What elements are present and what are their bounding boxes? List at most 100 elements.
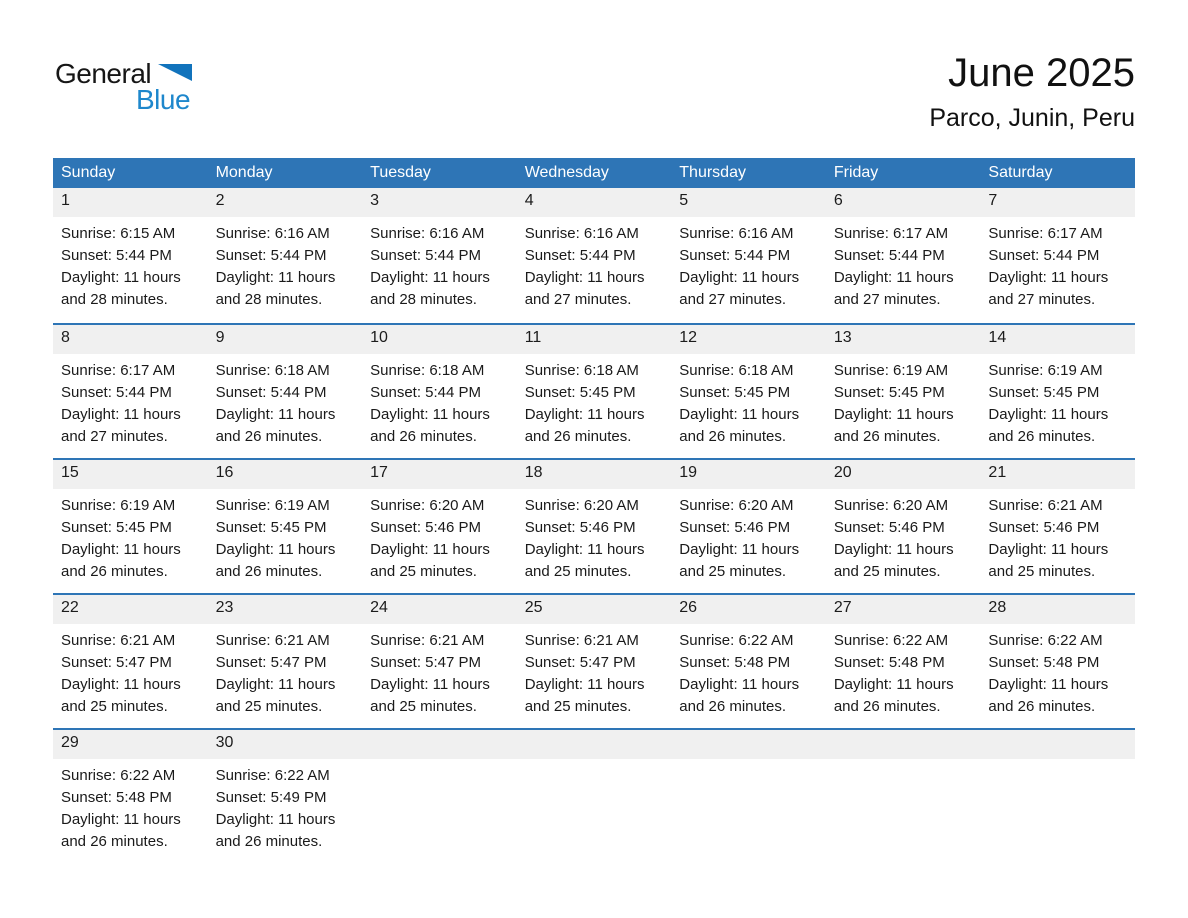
day-number-band: 9 xyxy=(207,325,363,354)
day-details: Sunrise: 6:20 AM Sunset: 5:46 PM Daylight:… xyxy=(362,489,517,583)
day-details: Sunrise: 6:18 AM Sunset: 5:45 PM Daylight:… xyxy=(517,354,672,448)
day-number-band: 28 xyxy=(980,595,1135,624)
day-number: 13 xyxy=(833,329,852,346)
daylight-line-2: and 26 minutes. xyxy=(988,428,1096,445)
day-details: Sunrise: 6:19 AM Sunset: 5:45 PM Daylight:… xyxy=(980,354,1135,448)
sunrise-line: Sunrise: 6:16 AM xyxy=(370,225,485,242)
day-details: Sunrise: 6:19 AM Sunset: 5:45 PM Daylight:… xyxy=(826,354,981,448)
sunrise-line: Sunrise: 6:18 AM xyxy=(679,362,794,379)
daylight-line-2: and 26 minutes. xyxy=(215,428,323,445)
sunrise-line: Sunrise: 6:18 AM xyxy=(524,362,639,379)
daylight-line-2: and 26 minutes. xyxy=(215,833,323,850)
day-cell-25: 25 Sunrise: 6:21 AM Sunset: 5:47 PM Dayligh… xyxy=(516,595,672,728)
day-cell-empty xyxy=(825,730,981,863)
sunset-line: Sunset: 5:48 PM xyxy=(61,789,172,806)
day-number-band: 8 xyxy=(53,325,208,354)
daylight-line-1: Daylight: 11 hours xyxy=(215,676,336,693)
weekday-header-sat: Saturday xyxy=(988,164,1053,181)
sunrise-line: Sunrise: 6:21 AM xyxy=(215,632,330,649)
day-cell-29: 29 Sunrise: 6:22 AM Sunset: 5:48 PM Dayligh… xyxy=(53,730,208,863)
daylight-line-2: and 26 minutes. xyxy=(833,428,941,445)
sunrise-line: Sunrise: 6:21 AM xyxy=(524,632,639,649)
day-number: 16 xyxy=(215,464,234,481)
daylight-line-1: Daylight: 11 hours xyxy=(370,406,490,423)
day-number: 27 xyxy=(833,599,852,616)
sunrise-line: Sunrise: 6:16 AM xyxy=(524,225,639,242)
sunrise-line: Sunrise: 6:19 AM xyxy=(988,362,1103,379)
logo-text-blue: Blue xyxy=(136,84,191,115)
daylight-line-2: and 26 minutes. xyxy=(215,563,323,580)
day-number-band: 24 xyxy=(362,595,517,624)
day-cell-11: 11 Sunrise: 6:18 AM Sunset: 5:45 PM Dayligh… xyxy=(516,325,672,458)
day-number: 25 xyxy=(524,599,543,616)
daylight-line-1: Daylight: 11 hours xyxy=(61,541,181,558)
week-row: 15 Sunrise: 6:19 AM Sunset: 5:45 PM Dayligh… xyxy=(53,458,1135,593)
sunrise-line: Sunrise: 6:18 AM xyxy=(215,362,330,379)
day-cell-empty xyxy=(671,730,826,863)
daylight-line-1: Daylight: 11 hours xyxy=(524,269,645,286)
day-cell-13: 13 Sunrise: 6:19 AM Sunset: 5:45 PM Dayligh… xyxy=(825,325,981,458)
sunrise-line: Sunrise: 6:21 AM xyxy=(370,632,485,649)
sunset-line: Sunset: 5:45 PM xyxy=(988,384,1100,401)
sunset-line: Sunset: 5:48 PM xyxy=(833,654,945,671)
sunset-line: Sunset: 5:49 PM xyxy=(215,789,327,806)
daylight-line-1: Daylight: 11 hours xyxy=(370,676,490,693)
daylight-line-1: Daylight: 11 hours xyxy=(833,269,954,286)
day-cell-28: 28 Sunrise: 6:22 AM Sunset: 5:48 PM Dayligh… xyxy=(980,595,1135,728)
sunrise-line: Sunrise: 6:20 AM xyxy=(524,497,639,514)
day-number: 15 xyxy=(61,464,79,481)
day-details: Sunrise: 6:22 AM Sunset: 5:48 PM Daylight:… xyxy=(671,624,826,718)
day-cell-17: 17 Sunrise: 6:20 AM Sunset: 5:46 PM Dayligh… xyxy=(362,460,517,593)
daylight-line-2: and 27 minutes. xyxy=(61,428,168,445)
day-number: 1 xyxy=(61,192,70,209)
day-cell-1: 1 Sunrise: 6:15 AM Sunset: 5:44 PM Daylight… xyxy=(53,188,208,323)
day-number-band: 15 xyxy=(53,460,208,489)
daylight-line-2: and 25 minutes. xyxy=(679,563,787,580)
day-cell-14: 14 Sunrise: 6:19 AM Sunset: 5:45 PM Dayligh… xyxy=(980,325,1135,458)
daylight-line-2: and 25 minutes. xyxy=(988,563,1096,580)
day-number-band xyxy=(671,730,826,759)
day-number-band xyxy=(980,730,1135,759)
daylight-line-1: Daylight: 11 hours xyxy=(215,811,336,828)
day-number: 5 xyxy=(679,192,689,209)
daylight-line-1: Daylight: 11 hours xyxy=(679,269,800,286)
weekday-header-mon: Monday xyxy=(215,164,273,181)
daylight-line-2: and 28 minutes. xyxy=(61,291,168,308)
day-number-band: 19 xyxy=(671,460,826,489)
day-number: 9 xyxy=(215,329,225,346)
week-row: 22 Sunrise: 6:21 AM Sunset: 5:47 PM Dayligh… xyxy=(53,593,1135,728)
daylight-line-2: and 28 minutes. xyxy=(215,291,323,308)
day-number: 17 xyxy=(370,464,388,481)
sunrise-line: Sunrise: 6:17 AM xyxy=(833,225,949,242)
sunrise-line: Sunrise: 6:22 AM xyxy=(988,632,1103,649)
title-block: June 2025 Parco, Junin, Peru xyxy=(929,50,1135,133)
sunrise-line: Sunrise: 6:16 AM xyxy=(215,225,330,242)
month-title: June 2025 xyxy=(948,51,1135,95)
day-number-band: 7 xyxy=(980,188,1135,217)
day-cell-10: 10 Sunrise: 6:18 AM Sunset: 5:44 PM Dayligh… xyxy=(362,325,517,458)
daylight-line-2: and 25 minutes. xyxy=(833,563,941,580)
day-number-band: 20 xyxy=(825,460,981,489)
sunset-line: Sunset: 5:46 PM xyxy=(679,519,791,536)
daylight-line-2: and 25 minutes. xyxy=(215,698,323,715)
sunset-line: Sunset: 5:45 PM xyxy=(215,519,327,536)
daylight-line-2: and 27 minutes. xyxy=(524,291,632,308)
sunrise-line: Sunrise: 6:19 AM xyxy=(215,497,330,514)
day-details: Sunrise: 6:17 AM Sunset: 5:44 PM Daylight:… xyxy=(826,217,981,311)
sunset-line: Sunset: 5:48 PM xyxy=(988,654,1100,671)
sunset-line: Sunset: 5:46 PM xyxy=(833,519,945,536)
weekday-header-tue: Tuesday xyxy=(370,164,431,181)
day-cell-9: 9 Sunrise: 6:18 AM Sunset: 5:44 PM Daylight… xyxy=(207,325,363,458)
weekday-header-row: Sunday Monday Tuesday Wednesday Thursday Frid… xyxy=(53,158,1135,188)
daylight-line-2: and 27 minutes. xyxy=(679,291,787,308)
day-details: Sunrise: 6:16 AM Sunset: 5:44 PM Daylight:… xyxy=(208,217,363,311)
week-row: 1 Sunrise: 6:15 AM Sunset: 5:44 PM Daylight… xyxy=(53,188,1135,323)
daylight-line-2: and 27 minutes. xyxy=(988,291,1096,308)
day-number-band: 13 xyxy=(825,325,981,354)
daylight-line-2: and 27 minutes. xyxy=(833,291,941,308)
sunset-line: Sunset: 5:44 PM xyxy=(61,384,172,401)
sunrise-line: Sunrise: 6:17 AM xyxy=(61,362,176,379)
daylight-line-1: Daylight: 11 hours xyxy=(988,406,1109,423)
day-cell-23: 23 Sunrise: 6:21 AM Sunset: 5:47 PM Dayligh… xyxy=(207,595,363,728)
week-row: 29 Sunrise: 6:22 AM Sunset: 5:48 PM Dayligh… xyxy=(53,728,1135,863)
